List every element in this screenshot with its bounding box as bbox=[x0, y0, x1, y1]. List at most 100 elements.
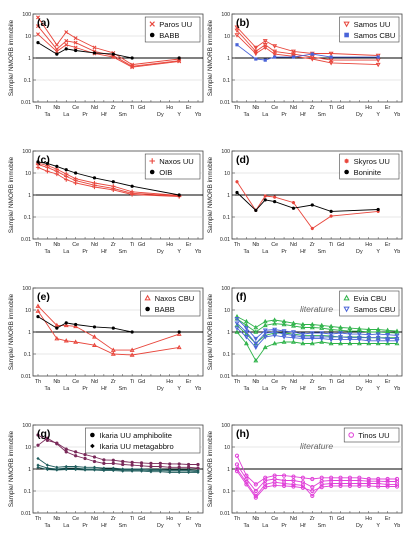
series-path bbox=[236, 192, 379, 212]
x-tick-label-lower: Y bbox=[177, 386, 181, 392]
circle-marker bbox=[300, 483, 305, 488]
circle-marker bbox=[366, 481, 371, 486]
triangle-up-marker bbox=[144, 294, 151, 301]
legend-label: OIB bbox=[159, 168, 172, 177]
x-marker bbox=[73, 45, 78, 50]
y-tick-label: 10 bbox=[224, 308, 230, 314]
x-tick-label-upper: Ho bbox=[166, 105, 173, 111]
legend-box bbox=[339, 153, 400, 180]
legend: Tinos UU bbox=[343, 427, 400, 443]
x-tick-label-upper: Nd bbox=[290, 516, 297, 522]
legend-box bbox=[339, 16, 400, 43]
x-tick-label-lower: Sm bbox=[318, 386, 327, 392]
legend: Samos UU Samos CBU bbox=[339, 16, 400, 43]
x-tick-label-upper: Er bbox=[385, 242, 391, 248]
x-tick-label-upper: Zr bbox=[310, 105, 315, 111]
series-path bbox=[37, 437, 199, 469]
y-tick-label: 1 bbox=[28, 467, 31, 473]
x-tick-label-upper: Th bbox=[234, 242, 240, 248]
square-marker bbox=[235, 43, 239, 47]
dot-marker bbox=[186, 465, 191, 469]
triangle-up-marker bbox=[394, 340, 400, 346]
star-marker bbox=[344, 158, 349, 164]
panel-h: 100 10 1 0.1 0.01 Sample/ NMORB immobile Th Nb C… bbox=[207, 423, 403, 529]
triangle-up-marker bbox=[63, 338, 69, 343]
dot-marker bbox=[263, 198, 267, 202]
x-tick-label-upper: Ho bbox=[365, 379, 372, 385]
triangle-down-marker bbox=[366, 332, 372, 338]
x-marker bbox=[92, 45, 97, 50]
legend-label: BABB bbox=[159, 31, 179, 40]
series-line bbox=[234, 462, 400, 494]
plus-marker bbox=[54, 171, 59, 177]
x-tick-label-lower: Yb bbox=[195, 249, 202, 255]
triangle-down-marker bbox=[291, 330, 296, 335]
diamond-marker bbox=[130, 469, 134, 473]
x-tick-label-lower: La bbox=[63, 386, 69, 392]
y-tick-label: 1 bbox=[227, 467, 230, 473]
legend: Skyros UU Boninite bbox=[339, 153, 400, 180]
diamond-marker bbox=[83, 465, 87, 469]
dot-marker bbox=[102, 461, 106, 465]
triangle-up-marker bbox=[243, 340, 249, 346]
dot-marker bbox=[130, 330, 134, 334]
triangle-up-marker bbox=[35, 308, 41, 313]
triangle-down-marker bbox=[253, 45, 259, 51]
dot-marker bbox=[130, 460, 134, 464]
x-tick-label-lower: Pr bbox=[82, 523, 88, 529]
dot-marker bbox=[74, 322, 78, 327]
x-tick-label-upper: Er bbox=[385, 379, 391, 385]
triangle-down-marker bbox=[300, 336, 306, 342]
triangle-down-marker bbox=[343, 306, 350, 313]
triangle-down-marker bbox=[262, 42, 268, 48]
x-tick-label-lower: Ta bbox=[45, 112, 51, 118]
circle-marker bbox=[310, 476, 315, 482]
diamond-marker bbox=[64, 467, 68, 472]
circle-marker bbox=[234, 453, 240, 458]
y-tick-label: 10 bbox=[25, 445, 31, 451]
triangle-down-marker bbox=[375, 62, 381, 68]
x-tick-label-lower: La bbox=[63, 112, 69, 118]
y-axis-label: Sample/ NMORB immobile bbox=[207, 19, 214, 96]
y-tick-label: 0.1 bbox=[24, 78, 31, 84]
dot-marker bbox=[158, 461, 162, 465]
series-line bbox=[36, 433, 200, 467]
triangle-down-marker bbox=[328, 51, 334, 57]
circle-marker bbox=[366, 483, 371, 489]
circle-marker bbox=[272, 483, 277, 488]
y-tick-label: 100 bbox=[221, 12, 230, 18]
x-tick-label-upper: Th bbox=[234, 105, 240, 111]
dot-marker bbox=[177, 193, 181, 197]
dot-marker bbox=[177, 462, 181, 466]
dot-marker bbox=[36, 160, 40, 164]
diamond-marker bbox=[36, 465, 40, 469]
legend-label: Ikaria UU amphibolite bbox=[99, 431, 172, 440]
x-tick-label-upper: Nd bbox=[290, 105, 297, 111]
dot-marker bbox=[83, 453, 87, 457]
x-tick-label-upper: Ti bbox=[329, 242, 333, 248]
y-tick-label: 0.01 bbox=[21, 374, 31, 380]
triangle-down-marker bbox=[300, 332, 306, 337]
triangle-up-marker bbox=[262, 344, 268, 350]
dot-marker bbox=[177, 56, 181, 60]
x-tick-label-lower: Y bbox=[177, 112, 181, 118]
panel-b: 100 10 1 0.1 0.01 Sample/ NMORB immobile Th Nb C… bbox=[207, 12, 403, 118]
dot-marker bbox=[130, 56, 134, 60]
triangle-up-marker bbox=[328, 326, 334, 332]
diamond-marker bbox=[158, 470, 162, 474]
triangle-up-marker bbox=[281, 321, 287, 327]
triangle-up-marker bbox=[319, 339, 325, 344]
triangle-down-marker bbox=[366, 335, 372, 341]
x-marker bbox=[64, 30, 69, 35]
series-line bbox=[36, 160, 181, 197]
triangle-down-marker bbox=[291, 52, 296, 57]
circle-marker bbox=[394, 476, 400, 482]
y-tick-label: 100 bbox=[221, 149, 230, 155]
legend-box bbox=[339, 290, 400, 317]
legend-label: Ikaria UU metagabbro bbox=[99, 442, 173, 451]
y-tick-label: 100 bbox=[22, 12, 31, 18]
x-tick-label-lower: Hf bbox=[300, 112, 306, 118]
triangle-up-marker bbox=[262, 322, 268, 328]
panel-label: (f) bbox=[236, 291, 247, 303]
x-tick-label-lower: Y bbox=[177, 523, 181, 529]
